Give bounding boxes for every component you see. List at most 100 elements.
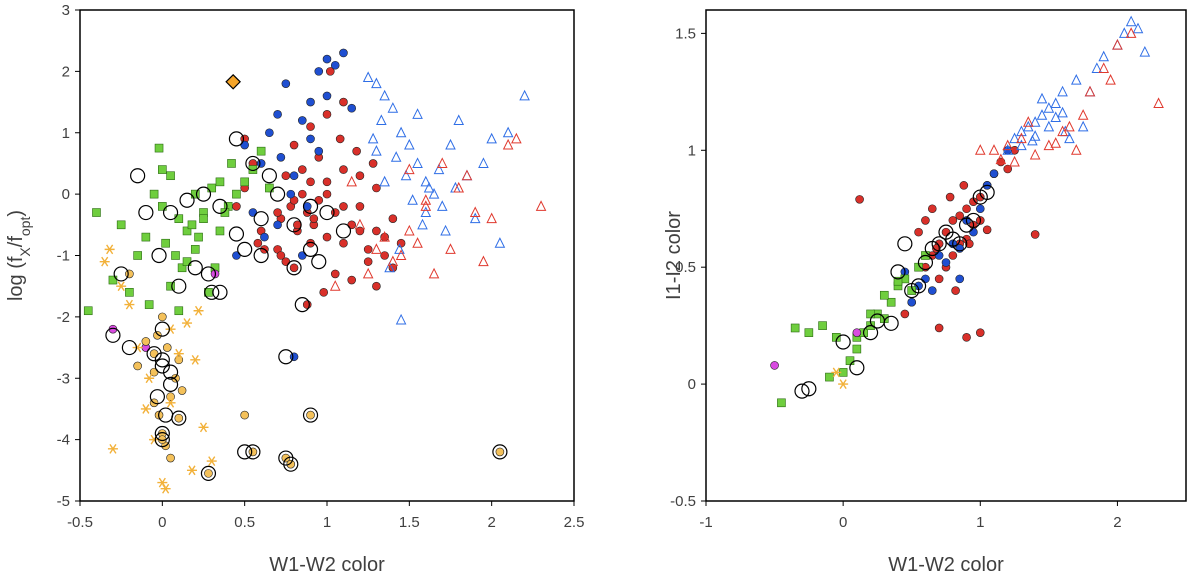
- left-point-ring: [154, 352, 170, 368]
- left-point-square: [215, 177, 225, 187]
- left-point-circle: [204, 469, 213, 478]
- left-point-triangle: [420, 194, 432, 205]
- left-point-triangle: [354, 218, 366, 230]
- left-point-square: [199, 214, 208, 223]
- left-point-square: [232, 189, 241, 199]
- right-point-circle: [914, 227, 923, 237]
- left-point-triangle: [420, 200, 432, 211]
- left-point-circle: [177, 386, 187, 395]
- left-point-asterisk: [157, 477, 168, 488]
- right-point-triangle: [1091, 62, 1103, 73]
- left-point-circle: [289, 263, 299, 273]
- left-point-circle: [322, 232, 332, 242]
- left-y-tick-label: -3: [57, 370, 70, 387]
- left-point-square: [265, 183, 274, 193]
- left-point-circle: [162, 343, 172, 352]
- left-x-tick-label: -0.5: [67, 514, 93, 531]
- right-x-tick-label: 0: [839, 514, 847, 531]
- left-point-circle: [133, 361, 142, 371]
- left-point-circle: [309, 214, 319, 223]
- left-point-triangle: [420, 206, 432, 218]
- left-point-circle: [286, 459, 296, 469]
- left-point-ring: [200, 266, 217, 282]
- left-point-circle: [319, 288, 329, 297]
- left-point-triangle: [453, 181, 465, 193]
- left-y-tick-label: -2: [57, 309, 70, 326]
- left-point-ring: [283, 456, 299, 472]
- left-point-triangle: [433, 163, 445, 175]
- left-point-square: [158, 202, 167, 211]
- left-point-asterisk: [186, 465, 197, 476]
- left-point-triangle: [404, 224, 415, 236]
- left-point-circle: [380, 251, 389, 260]
- left-point-circle: [253, 238, 263, 248]
- left-point-ring: [335, 223, 352, 239]
- right-point-asterisk: [838, 379, 849, 389]
- left-axis-ticks: -0.5 0 0.5 1 1.5 2 2.5 -5 -4 -3 -2 -1 0 1 2 3: [57, 2, 585, 531]
- right-point-ring: [849, 360, 865, 376]
- right-point-triangle: [1070, 144, 1082, 155]
- left-point-diamond: [225, 73, 241, 90]
- left-point-triangle: [387, 255, 399, 267]
- left-point-circle: [265, 128, 274, 138]
- right-x-tick-label: 2: [1113, 514, 1121, 531]
- left-y-tick-label: 2: [62, 63, 70, 80]
- left-point-circle: [297, 251, 307, 260]
- left-point-ring: [162, 204, 179, 221]
- right-point-triangle: [1153, 97, 1164, 109]
- left-point-circle: [322, 177, 332, 187]
- left-point-circle: [335, 134, 345, 144]
- left-point-circle: [339, 202, 348, 211]
- left-point-triangle: [379, 175, 390, 187]
- left-point-circle: [347, 103, 357, 113]
- right-point-triangle: [1139, 45, 1151, 57]
- right-y-tick-label: 0.5: [675, 259, 696, 276]
- right-point-circle: [948, 216, 958, 225]
- right-point-triangle: [1029, 130, 1041, 141]
- left-point-triangle: [379, 230, 390, 242]
- left-point-circle: [372, 226, 381, 236]
- left-point-circle: [339, 48, 348, 58]
- left-point-triangle: [420, 175, 432, 187]
- left-point-triangle: [478, 255, 489, 267]
- right-point-circle: [921, 274, 930, 284]
- right-point-triangle: [1105, 74, 1116, 85]
- left-point-circle: [273, 208, 282, 217]
- right-point-circle: [982, 225, 992, 235]
- left-point-circle: [289, 171, 299, 181]
- left-point-square: [174, 306, 184, 316]
- left-point-ring: [151, 247, 167, 264]
- left-point-triangle: [423, 181, 435, 193]
- right-point-circle: [852, 328, 862, 337]
- right-point-ring: [794, 383, 810, 399]
- left-point-circle: [372, 281, 381, 291]
- left-point-circle: [368, 159, 378, 168]
- right-point-ring: [965, 212, 982, 229]
- right-point-ring: [938, 224, 954, 240]
- left-point-circle: [158, 312, 167, 322]
- left-point-circle: [289, 140, 299, 150]
- right-point-circle: [959, 181, 969, 190]
- right-point-circle: [934, 251, 944, 260]
- right-point-circle: [921, 216, 930, 225]
- left-point-triangle: [486, 132, 497, 144]
- right-point-ring: [862, 325, 879, 341]
- left-point-circle: [347, 275, 357, 285]
- right-point-triangle: [1125, 27, 1137, 38]
- left-point-circle: [347, 220, 357, 230]
- left-scatter-panel: -0.5 0 0.5 1 1.5 2 2.5 -5 -4 -3 -2 -1 0 1 2 3 W1-W2 col…: [5, 2, 584, 576]
- left-point-asterisk: [160, 483, 171, 494]
- left-point-circle: [273, 110, 282, 119]
- left-point-square: [187, 220, 197, 230]
- left-point-asterisk: [182, 318, 193, 328]
- left-x-axis-title: W1-W2 color: [269, 554, 385, 576]
- left-plot-frame: [79, 9, 575, 502]
- left-point-triangle: [445, 138, 456, 150]
- right-point-square: [804, 328, 814, 337]
- left-point-triangle: [346, 175, 358, 187]
- right-point-circle: [962, 204, 971, 214]
- left-point-asterisk: [173, 348, 184, 359]
- left-point-circle: [306, 134, 315, 144]
- right-point-triangle: [1064, 120, 1075, 132]
- left-point-ring: [171, 278, 187, 294]
